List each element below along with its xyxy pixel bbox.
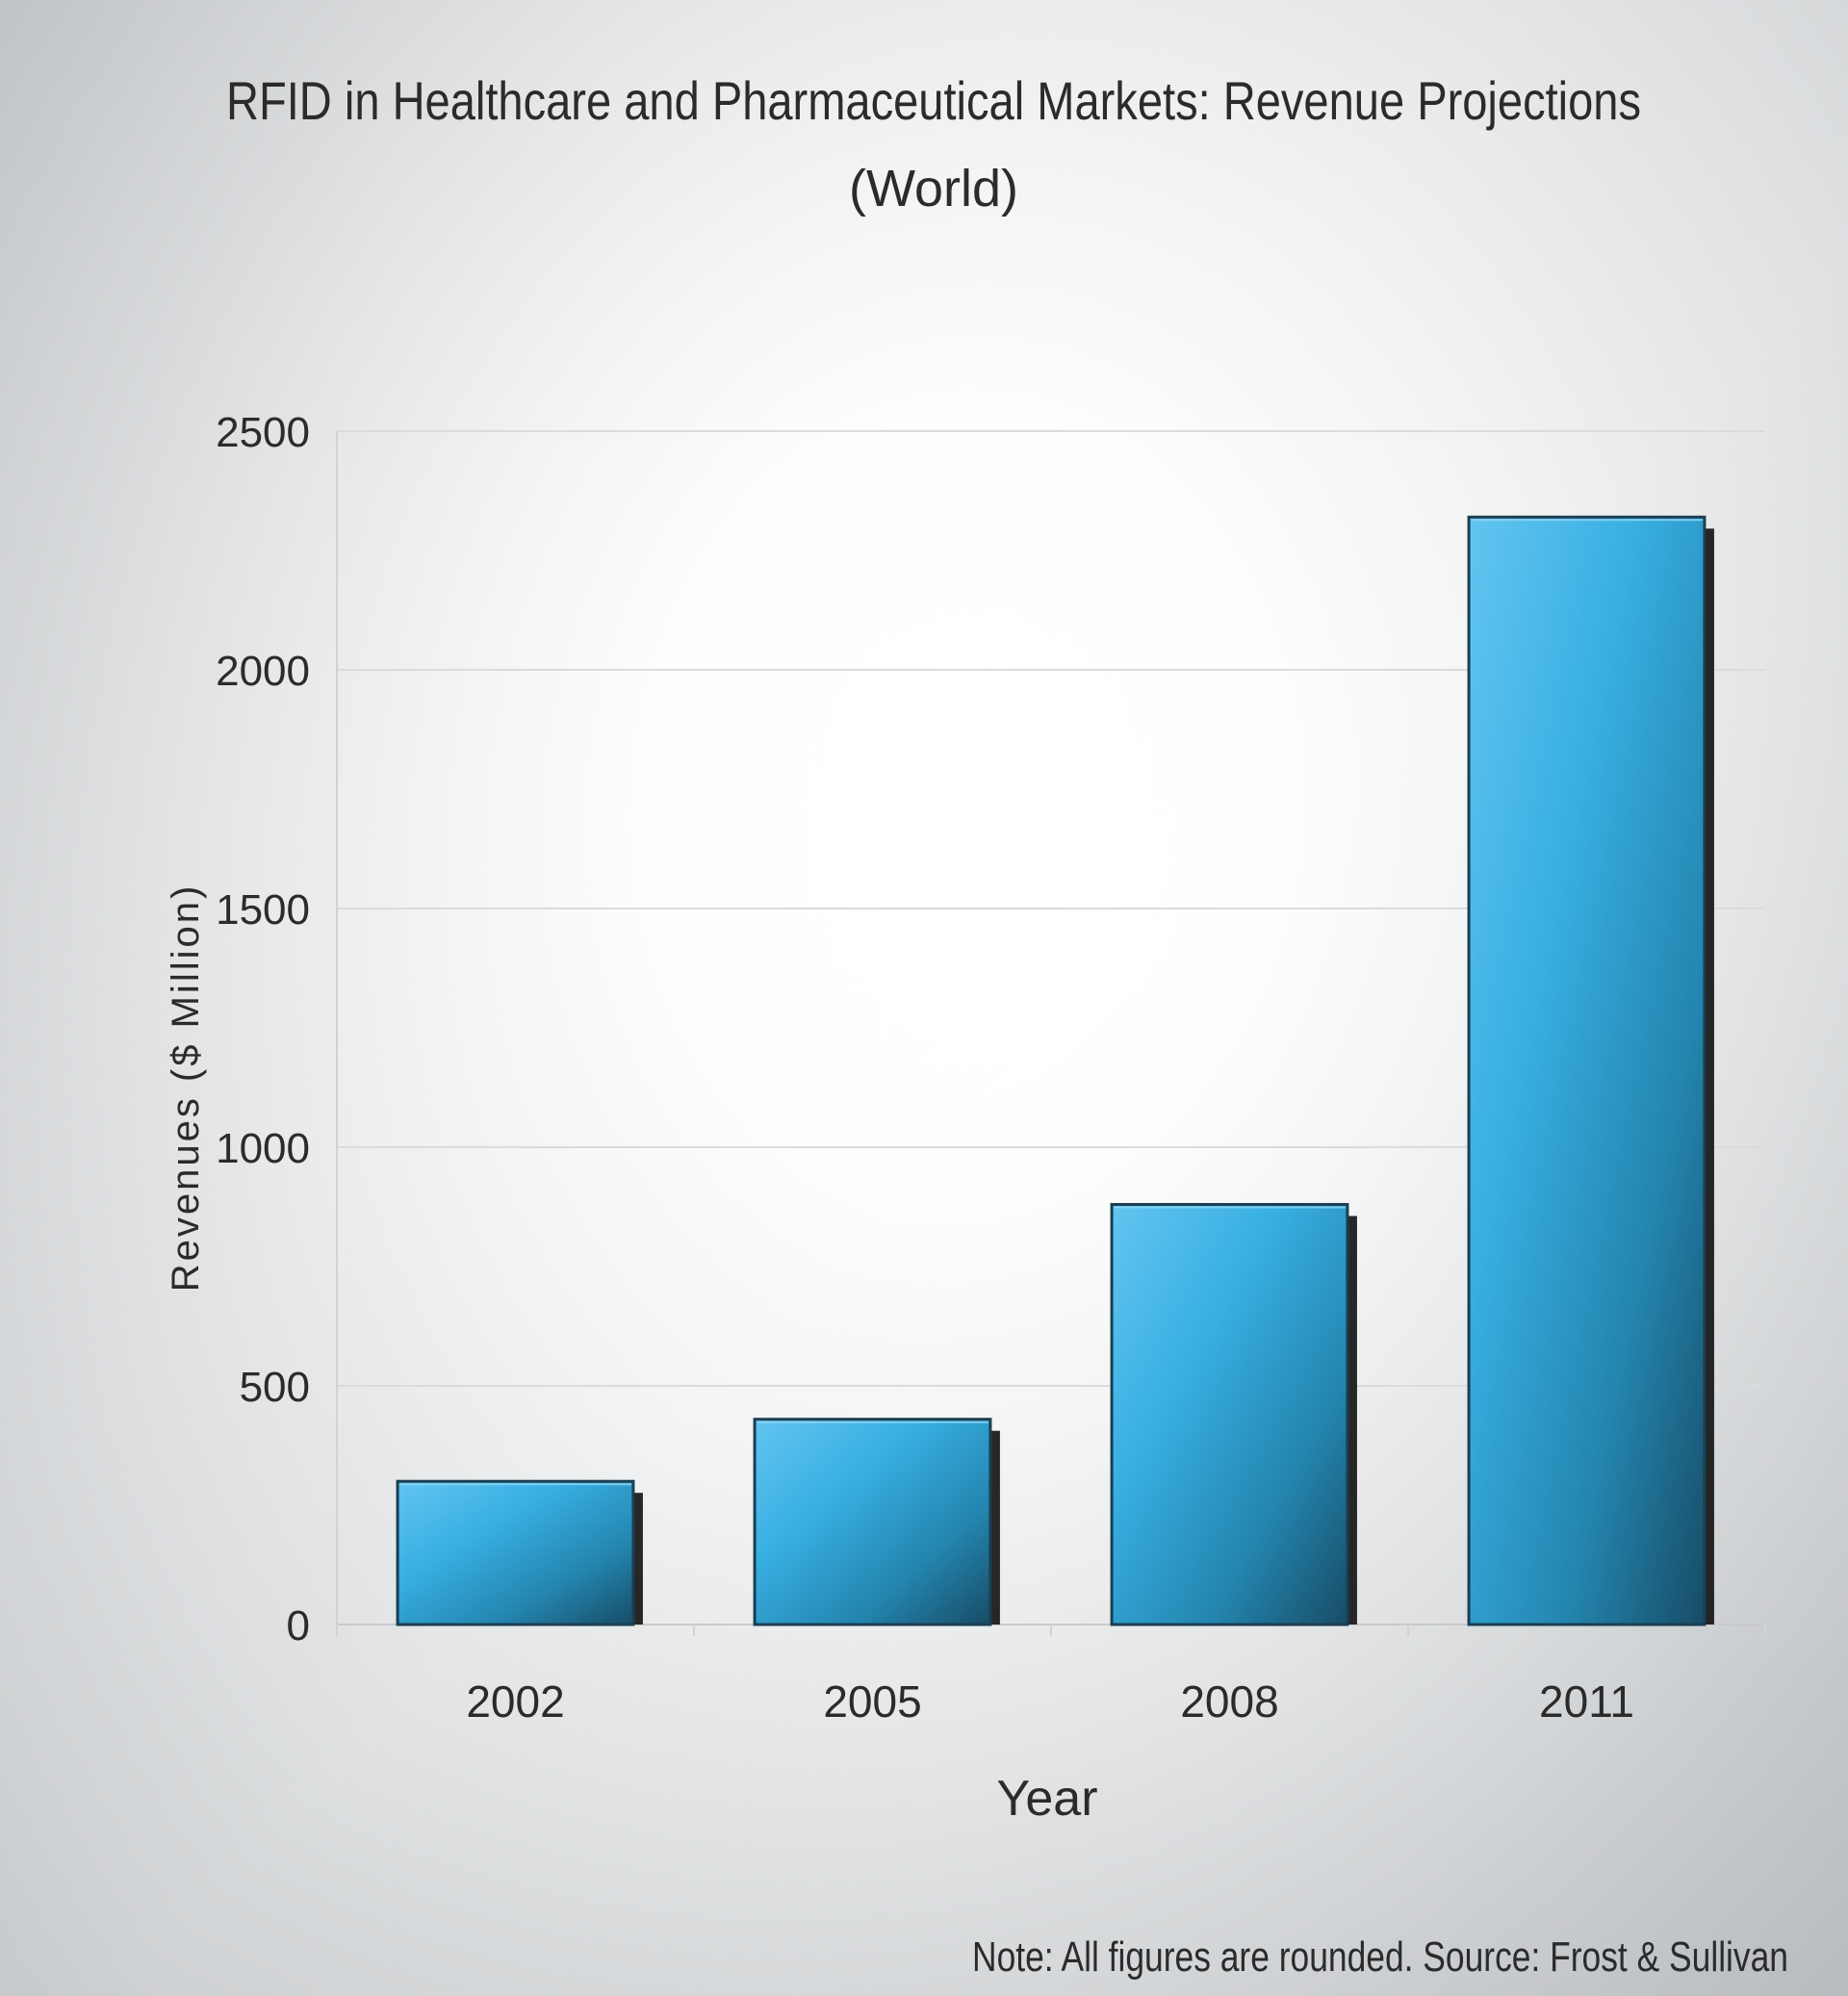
x-axis-label: Year [996, 1771, 1097, 1827]
y-tick-label: 2000 [216, 648, 310, 695]
bar-2005 [753, 1418, 992, 1626]
chart-title: RFID in Healthcare and Pharmaceutical Ma… [226, 70, 1641, 131]
y-tick-label: 500 [240, 1364, 310, 1411]
chart-subtitle: (World) [849, 160, 1018, 218]
y-tick-label: 1000 [216, 1125, 310, 1172]
y-tick-label: 1500 [216, 886, 310, 934]
bar-2008 [1110, 1203, 1349, 1626]
bars [396, 515, 1714, 1626]
x-tick-label: 2005 [823, 1676, 921, 1727]
y-tick-label: 2500 [216, 409, 310, 456]
x-tick-label: 2011 [1539, 1676, 1634, 1727]
y-axis-ticks: 0 500 1000 1500 2000 2500 [216, 409, 310, 1650]
bar-2002 [396, 1479, 635, 1626]
gridlines [336, 430, 1766, 1636]
y-axis-label: Revenues ($ Million) [165, 883, 207, 1292]
bar-2011 [1467, 515, 1707, 1626]
chart-note: Note: All figures are rounded. Source: F… [972, 1933, 1788, 1981]
x-tick-label: 2002 [466, 1676, 564, 1727]
y-tick-label: 0 [287, 1602, 310, 1650]
x-tick-label: 2008 [1180, 1676, 1278, 1727]
x-axis-ticks: 2002 2005 2008 2011 [466, 1676, 1634, 1727]
